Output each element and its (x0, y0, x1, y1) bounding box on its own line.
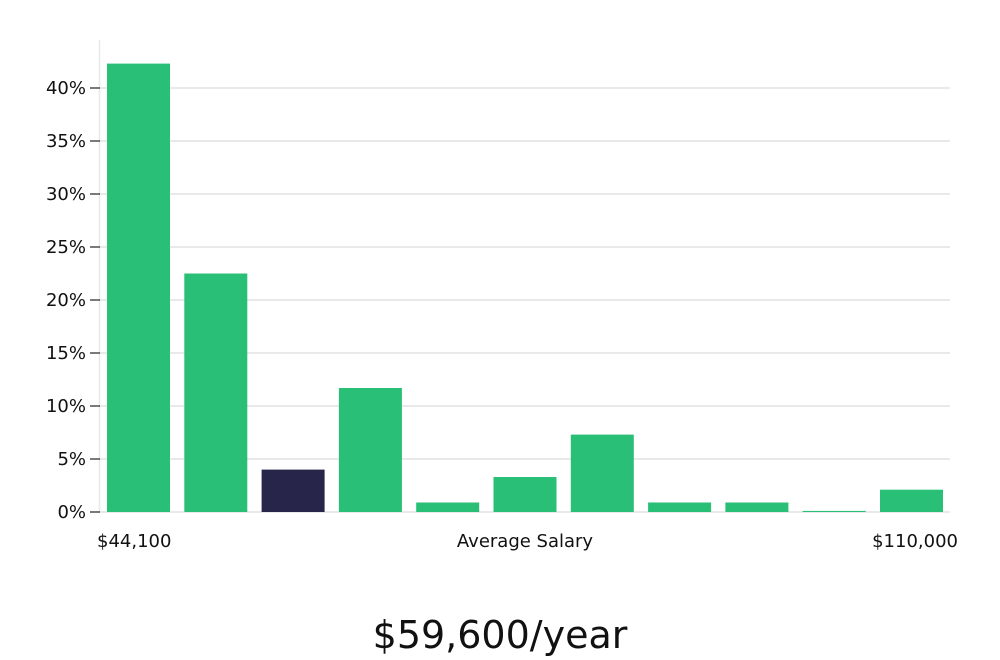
y-tick-label: 20% (46, 290, 86, 311)
y-tick-label: 15% (46, 343, 86, 364)
x-max-label: $110,000 (872, 531, 958, 552)
y-tick-label: 40% (46, 78, 86, 99)
y-tick-label: 35% (46, 131, 86, 152)
y-tick-label: 25% (46, 237, 86, 258)
bar (725, 502, 789, 512)
bar (648, 502, 712, 512)
x-axis-title: Average Salary (457, 531, 594, 552)
x-min-label: $44,100 (97, 531, 171, 552)
bar (107, 63, 170, 512)
bar (338, 388, 402, 512)
bar-highlighted (261, 469, 325, 512)
y-tick-label: 10% (46, 396, 86, 417)
bar (802, 510, 866, 512)
bar (880, 489, 943, 512)
bars (107, 63, 943, 512)
y-tick-label: 30% (46, 184, 86, 205)
x-axis-labels: $44,100 Average Salary $110,000 (97, 531, 958, 552)
y-tick-label: 5% (57, 449, 86, 470)
y-tick-labels: 0% 5% 10% 15% 20% 25% 30% 35% 40% (46, 78, 100, 523)
bar (493, 477, 557, 512)
bar (570, 434, 634, 512)
average-salary-headline: $59,600/year (373, 613, 628, 657)
bar (416, 502, 480, 512)
bar (184, 273, 248, 512)
y-tick-label: 0% (57, 502, 86, 523)
